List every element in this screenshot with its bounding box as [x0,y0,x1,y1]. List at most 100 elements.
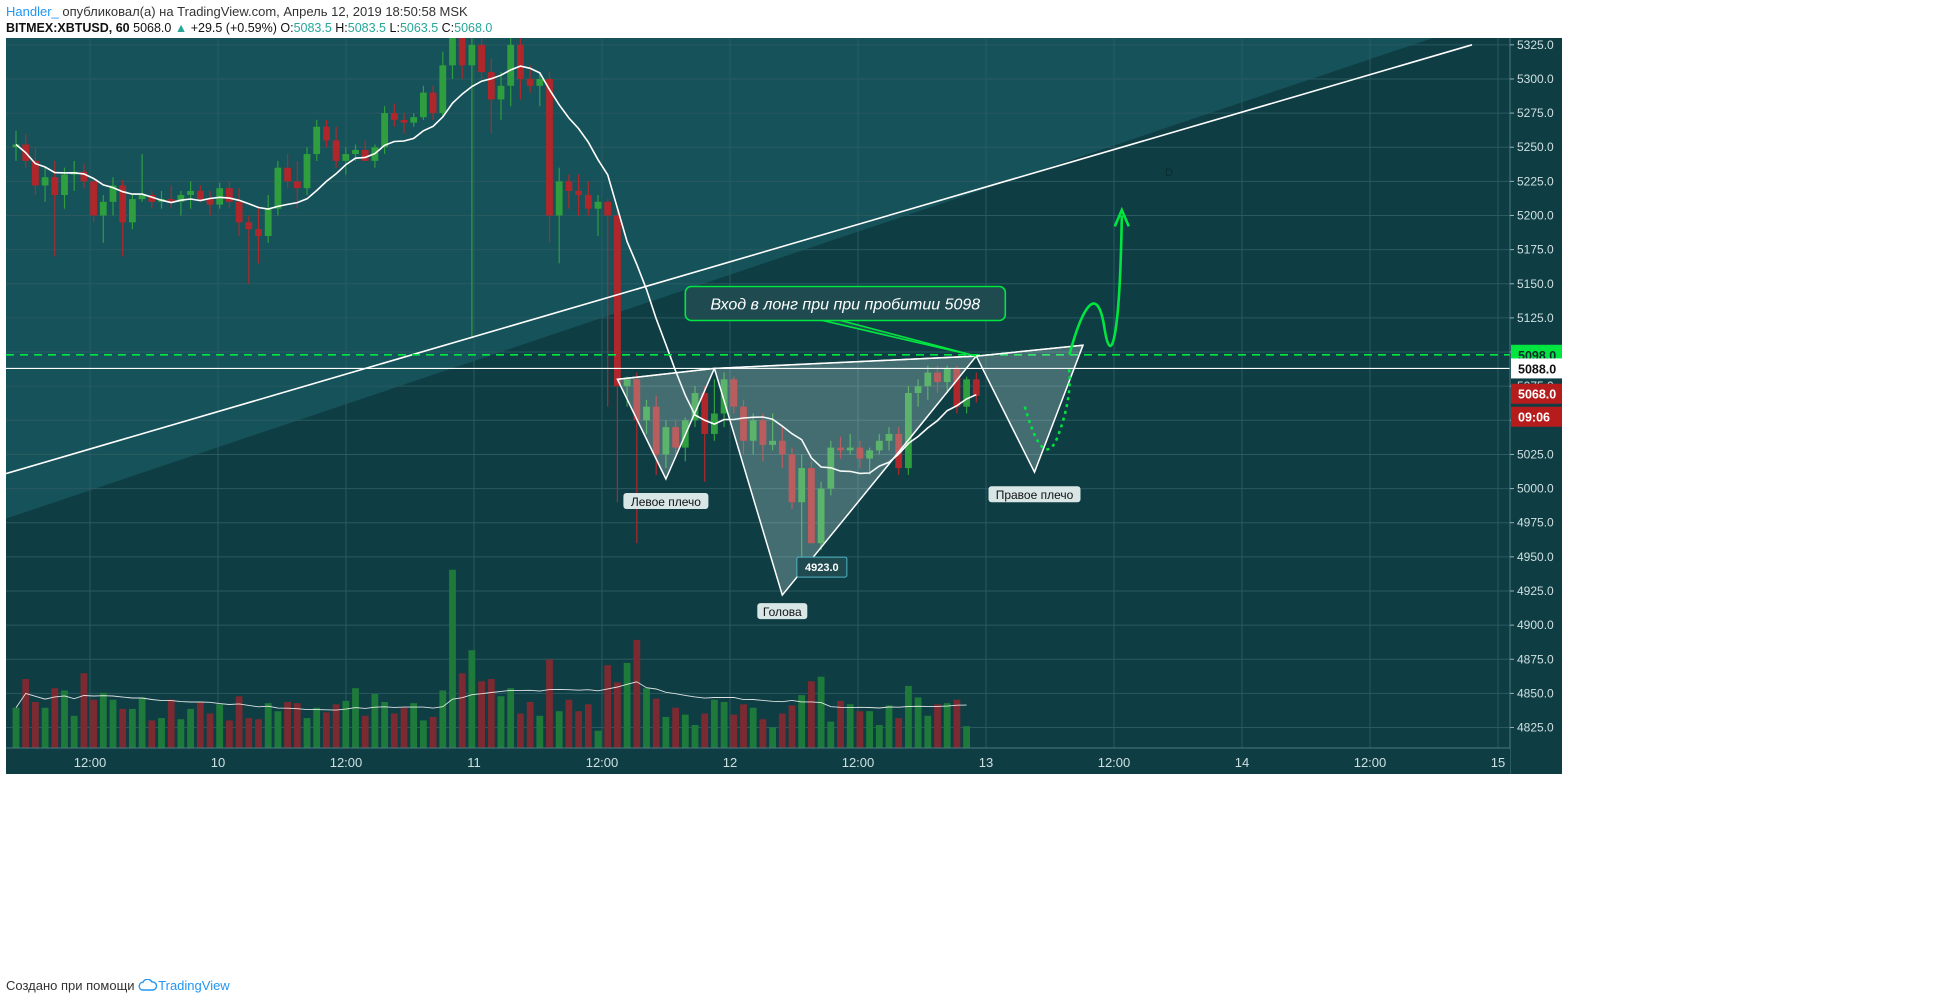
volume-bar [943,703,951,748]
volume-bar [468,650,476,748]
candle-body [187,190,194,196]
volume-bar [740,704,747,748]
volume-bar [478,681,485,748]
candle-body [963,379,970,407]
created-with-text: Создано при помощи [6,978,135,993]
footer-credit: Создано при помощи TradingView [6,978,230,993]
price-tick-label: 4950.0 [1517,550,1554,564]
candle-body [264,208,272,236]
volume-bar [856,711,864,748]
candle-body [80,171,88,182]
volume-bar [458,673,466,748]
volume-bar [507,688,515,748]
volume-bar [361,715,369,748]
volume-bar [633,639,641,748]
volume-bar [934,704,941,748]
tradingview-link[interactable]: TradingView [158,978,230,993]
volume-bar [672,707,679,748]
volume-bar [817,676,825,748]
price-chart[interactable]: Вход в лонг при при пробитии 5098 Левое п… [6,38,1956,970]
head-label-bg [757,603,808,620]
candle-body [148,195,156,202]
channel-shading [6,38,1510,519]
target-arrow-icon [1113,206,1130,227]
volume-bar [769,727,776,748]
volume-bar [12,707,20,748]
candle-body [565,181,573,191]
price-tick-label: 5325.0 [1517,38,1554,52]
candle-body [720,379,728,414]
volume-bar [177,719,185,748]
volume-bar [875,725,883,748]
volume-bar [80,673,88,748]
volume-bar [119,708,127,748]
candle-body [972,379,980,396]
price-tick-label: 4975.0 [1517,516,1554,530]
candle-body [943,368,951,383]
candle-body [808,468,815,544]
price-tag-box [796,556,848,578]
volume-bar [61,690,68,748]
level-price-label: 5088.0 [1518,362,1556,376]
candle-body [769,440,776,445]
candle-body [749,420,757,441]
price-tick-label: 4825.0 [1517,721,1554,735]
candle-body [99,201,107,216]
low-value: 5063.5 [399,21,439,35]
candle-body [439,65,447,114]
volume-bar [526,702,534,748]
candle-body [352,149,359,155]
change-up-arrow-icon: ▲ [174,21,188,35]
volume-bar [226,720,233,748]
candle-body [875,440,883,451]
volume-bar [905,685,912,748]
volume-bar [255,719,262,748]
candle-body [856,447,864,459]
candle-body [468,44,476,66]
volume-bar [51,688,59,748]
candle-body [507,44,515,86]
volume-bar [652,698,660,748]
author-link[interactable]: Handler_ [6,4,59,19]
volume-bar [381,702,388,748]
price-tick-label: 4900.0 [1517,618,1554,632]
volume-bar [371,693,379,748]
volume-bar [536,715,544,748]
candle-body [410,117,418,123]
time-tick-label: 14 [1235,755,1249,770]
candle-body [691,393,699,421]
symbol-legend: BITMEX:XBTUSD, 60 5068.0 ▲ +29.5 (+0.59%… [6,21,492,35]
volume-bar [390,713,398,748]
price-tick-label: 5250.0 [1517,140,1554,154]
volume-bar [216,704,224,748]
candle-body [798,468,806,503]
candle-body [914,386,922,393]
candle-body [313,126,321,155]
symbol-name: BITMEX:XBTUSD, 60 [6,21,130,35]
candle-body [323,126,330,141]
candle-body [449,38,456,66]
candle-body [517,44,524,79]
time-tick-label: 12:00 [330,755,363,770]
candle-body [245,222,253,230]
countdown-label-bg [1511,406,1562,427]
volume-bar [284,702,291,748]
volume-bar [303,718,311,748]
volume-bar [701,713,709,748]
candle-body [400,119,408,123]
published-text: опубликовал(а) на TradingView.com, Апрел… [62,4,468,19]
price-tick-label: 5125.0 [1517,311,1554,325]
candle-body [905,393,912,469]
volume-bar [623,662,631,748]
volume-bar [129,708,136,748]
candle-body [226,188,233,202]
candle-body [487,72,495,100]
candle-body [526,78,534,86]
volume-bar [808,681,815,748]
ascending-trendline [6,44,1473,475]
volume-bar [749,707,757,748]
volume-bar [342,700,350,748]
candle-body [575,190,582,196]
price-tick-label: 5225.0 [1517,174,1554,188]
candle-body [129,199,136,223]
